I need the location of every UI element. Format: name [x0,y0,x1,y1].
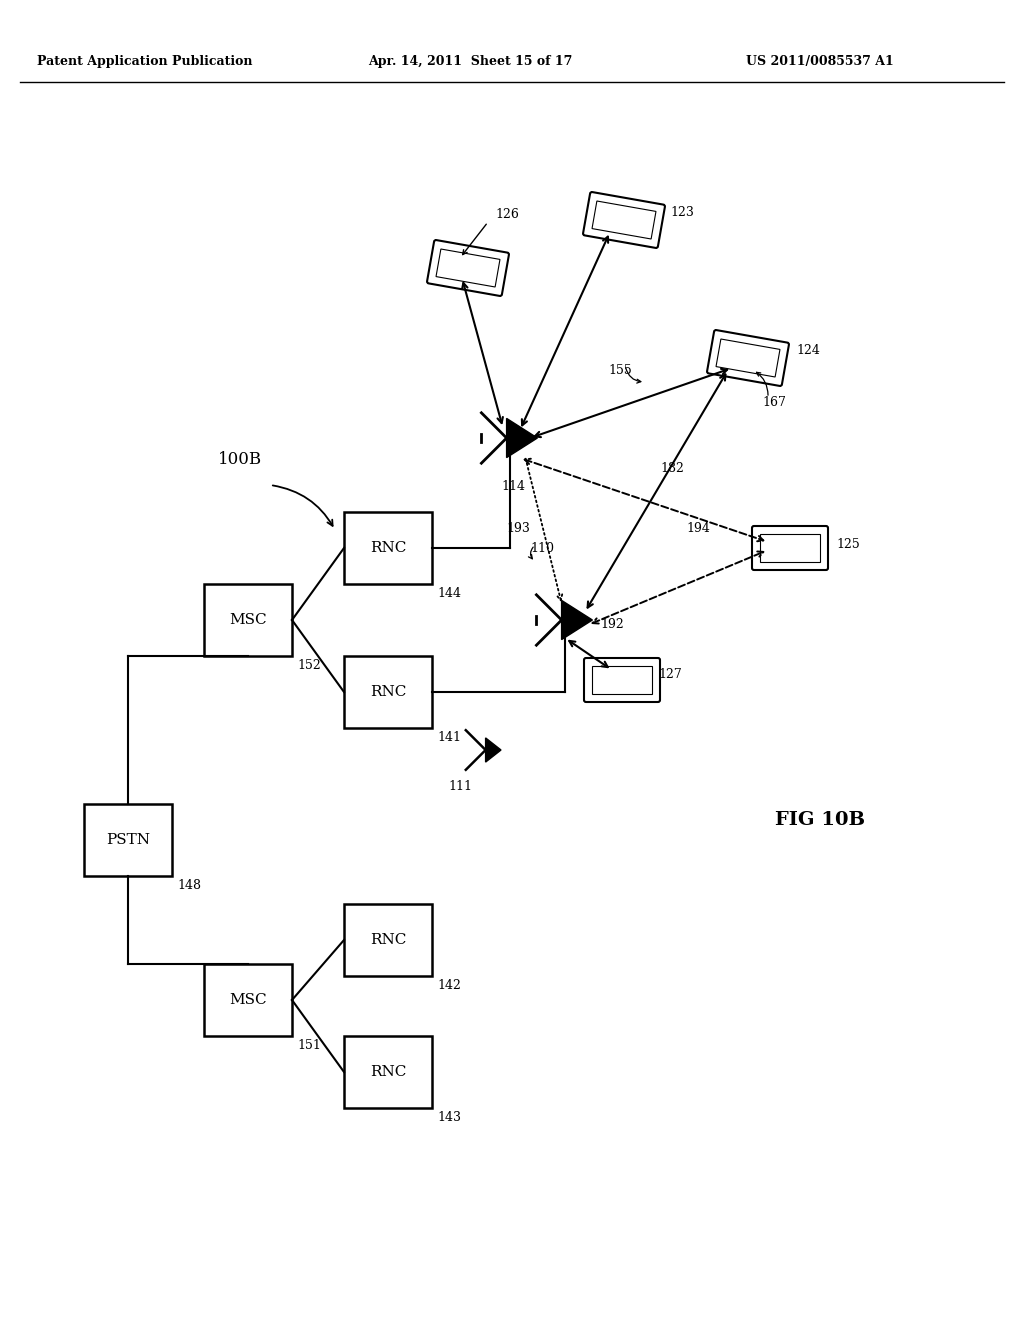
Text: RNC: RNC [370,685,407,700]
Text: 167: 167 [762,396,785,408]
Text: 126: 126 [495,209,519,222]
Text: MSC: MSC [229,993,267,1007]
FancyBboxPatch shape [707,330,788,385]
Text: 143: 143 [437,1111,461,1125]
Text: 194: 194 [686,521,710,535]
Text: RNC: RNC [370,541,407,554]
Text: 148: 148 [177,879,201,892]
Text: RNC: RNC [370,933,407,946]
Text: Apr. 14, 2011  Sheet 15 of 17: Apr. 14, 2011 Sheet 15 of 17 [368,55,572,69]
Bar [344,1036,432,1107]
FancyBboxPatch shape [752,525,828,570]
Text: 114: 114 [501,480,525,492]
Bar [344,656,432,729]
Text: 141: 141 [437,731,461,744]
Bar [592,667,652,694]
Text: 152: 152 [297,659,321,672]
Text: US 2011/0085537 A1: US 2011/0085537 A1 [746,55,894,69]
Text: 151: 151 [297,1039,321,1052]
Bar [344,512,432,583]
Text: 193: 193 [506,521,530,535]
Text: Patent Application Publication: Patent Application Publication [37,55,253,69]
Bar [84,804,172,876]
Bar [592,201,656,239]
Text: 111: 111 [449,780,472,793]
Text: MSC: MSC [229,612,267,627]
Bar [760,535,820,562]
Bar [716,339,780,378]
Text: 125: 125 [836,539,860,552]
Text: 142: 142 [437,979,461,993]
Text: 123: 123 [670,206,694,219]
Bar [436,249,500,286]
Polygon shape [507,418,538,458]
Text: 182: 182 [660,462,684,474]
Text: 100B: 100B [218,451,262,469]
Text: 110: 110 [530,541,554,554]
Polygon shape [485,738,501,762]
Polygon shape [561,601,593,640]
Text: FIG 10B: FIG 10B [775,810,865,829]
Bar [344,904,432,975]
Text: RNC: RNC [370,1065,407,1078]
Text: 192: 192 [600,619,624,631]
Text: PSTN: PSTN [106,833,150,847]
Bar [204,583,292,656]
Text: 124: 124 [796,343,820,356]
Bar [204,964,292,1036]
Text: 144: 144 [437,587,461,601]
Text: 127: 127 [658,668,682,681]
FancyBboxPatch shape [427,240,509,296]
Text: 155: 155 [608,363,632,376]
FancyBboxPatch shape [584,657,660,702]
FancyBboxPatch shape [583,191,665,248]
